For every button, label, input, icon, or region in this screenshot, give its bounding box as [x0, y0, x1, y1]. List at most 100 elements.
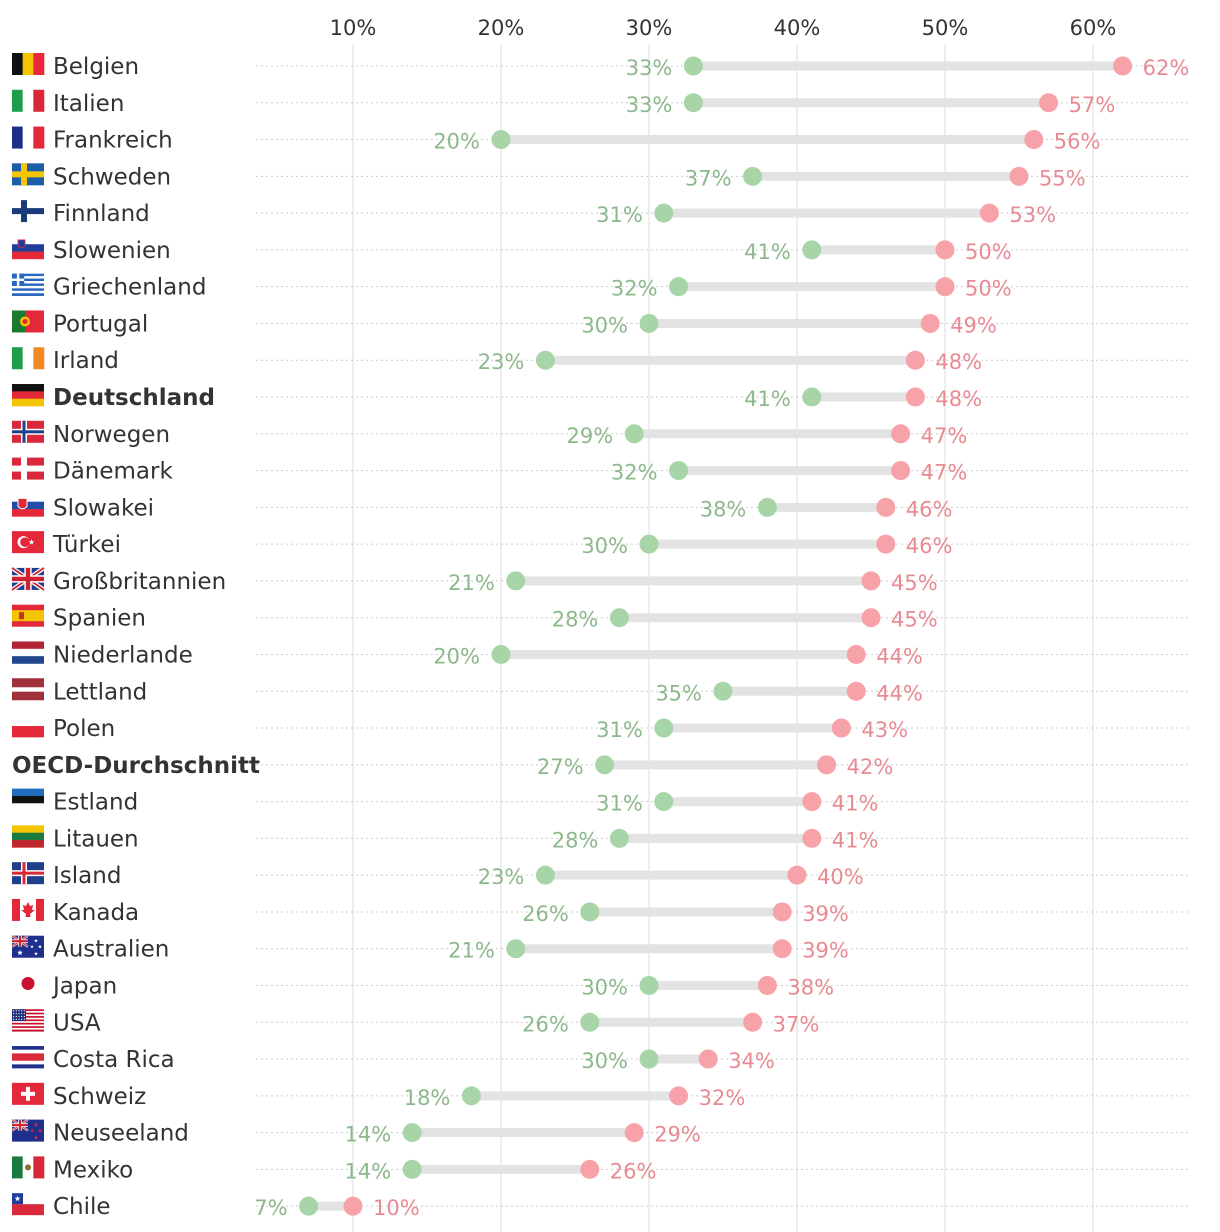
country-label: Litauen: [53, 826, 139, 852]
high-dot: [935, 240, 955, 260]
high-dot: [802, 828, 822, 848]
high-dot: [580, 1159, 600, 1179]
high-dot: [802, 792, 822, 812]
low-dot: [580, 1012, 600, 1032]
country-label: Australien: [53, 937, 169, 963]
low-value-label: 37%: [685, 166, 732, 190]
low-value-label: 26%: [522, 902, 569, 926]
low-value-label: 31%: [596, 203, 643, 227]
high-dot: [876, 534, 896, 554]
low-value-label: 31%: [596, 792, 643, 816]
low-dot: [654, 203, 674, 223]
high-dot: [876, 497, 896, 517]
x-tick-label: 30%: [626, 16, 673, 40]
low-dot: [639, 534, 659, 554]
high-value-label: 41%: [832, 828, 879, 852]
low-value-label: 14%: [345, 1123, 392, 1147]
high-value-label: 38%: [787, 976, 834, 1000]
country-label: Mexiko: [53, 1157, 133, 1183]
country-label: Niederlande: [53, 642, 193, 668]
country-label: Kanada: [53, 900, 139, 926]
high-dot: [979, 203, 999, 223]
switzerland-flag-icon: [12, 1082, 44, 1105]
high-dot: [831, 718, 851, 738]
high-dot: [905, 387, 925, 407]
country-label: Island: [53, 863, 121, 889]
low-dot: [639, 1049, 659, 1069]
high-dot: [905, 350, 925, 370]
high-dot: [920, 313, 940, 333]
high-dot: [861, 571, 881, 591]
low-value-label: 30%: [581, 976, 628, 1000]
high-dot: [891, 461, 911, 481]
low-dot: [757, 497, 777, 517]
low-dot: [639, 976, 659, 995]
low-value-label: 32%: [611, 277, 658, 301]
greece-flag-icon: [12, 273, 44, 296]
high-value-label: 39%: [802, 902, 849, 926]
high-value-label: 48%: [935, 350, 982, 374]
low-value-label: 23%: [478, 865, 525, 889]
high-dot: [1009, 166, 1029, 186]
lithuania-flag-icon: [12, 825, 44, 848]
country-label: Portugal: [53, 311, 148, 337]
country-label: USA: [53, 1010, 101, 1036]
low-value-label: 28%: [552, 828, 599, 852]
low-value-label: 35%: [655, 681, 702, 705]
country-label: Polen: [53, 716, 115, 742]
high-dot: [772, 939, 792, 959]
country-label: Estland: [53, 790, 138, 816]
low-dot: [402, 1159, 422, 1179]
low-dot: [580, 902, 600, 922]
high-value-label: 50%: [965, 240, 1012, 264]
high-value-label: 39%: [802, 939, 849, 963]
low-dot: [624, 424, 644, 444]
flags: [10, 53, 46, 1216]
low-dot: [683, 56, 703, 76]
high-value-label: 42%: [847, 755, 894, 779]
high-value-label: 45%: [891, 608, 938, 632]
low-value-label: 20%: [433, 644, 480, 668]
dumbbell-marks: 33% 62% 33% 57% 20% 56% 37% 55% 31% 53% 41% 50% 32% 5…: [254, 56, 1189, 1220]
high-dot: [935, 277, 955, 297]
country-label: Irland: [53, 348, 119, 374]
low-dot: [461, 1086, 481, 1106]
low-dot: [535, 865, 555, 885]
low-value-label: 28%: [552, 608, 599, 632]
country-label: Dänemark: [53, 459, 173, 485]
x-tick-label: 10%: [330, 16, 377, 40]
mexico-flag-icon: [12, 1156, 45, 1179]
high-value-label: 62%: [1143, 56, 1190, 80]
low-dot: [299, 1196, 319, 1216]
high-dot: [846, 681, 866, 701]
low-value-label: 29%: [567, 424, 614, 448]
x-tick-label: 20%: [478, 16, 525, 40]
low-dot: [491, 130, 511, 150]
high-value-label: 46%: [906, 534, 953, 558]
sweden-flag-icon: [12, 163, 44, 186]
low-value-label: 14%: [345, 1159, 392, 1183]
poland-flag-icon: [12, 715, 44, 738]
low-value-label: 30%: [581, 313, 628, 337]
low-dot: [669, 277, 689, 297]
low-value-label: 26%: [522, 1012, 569, 1036]
high-value-label: 47%: [921, 424, 968, 448]
low-dot: [506, 571, 526, 591]
x-tick-label: 40%: [774, 16, 821, 40]
estonia-flag-icon: [12, 788, 44, 811]
country-label: Neuseeland: [53, 1121, 189, 1147]
low-dot: [535, 350, 555, 370]
low-dot: [683, 93, 703, 113]
netherlands-flag-icon: [12, 641, 44, 664]
germany-flag-icon: [12, 384, 44, 407]
high-value-label: 48%: [935, 387, 982, 411]
country-label: Türkei: [52, 532, 121, 558]
low-value-label: 33%: [626, 93, 673, 117]
high-value-label: 49%: [950, 313, 997, 337]
high-value-label: 53%: [1009, 203, 1056, 227]
high-dot: [891, 424, 911, 444]
denmark-flag-icon: [12, 457, 44, 480]
country-label: Slowenien: [53, 238, 171, 264]
country-label: Frankreich: [53, 128, 173, 154]
low-value-label: 30%: [581, 534, 628, 558]
